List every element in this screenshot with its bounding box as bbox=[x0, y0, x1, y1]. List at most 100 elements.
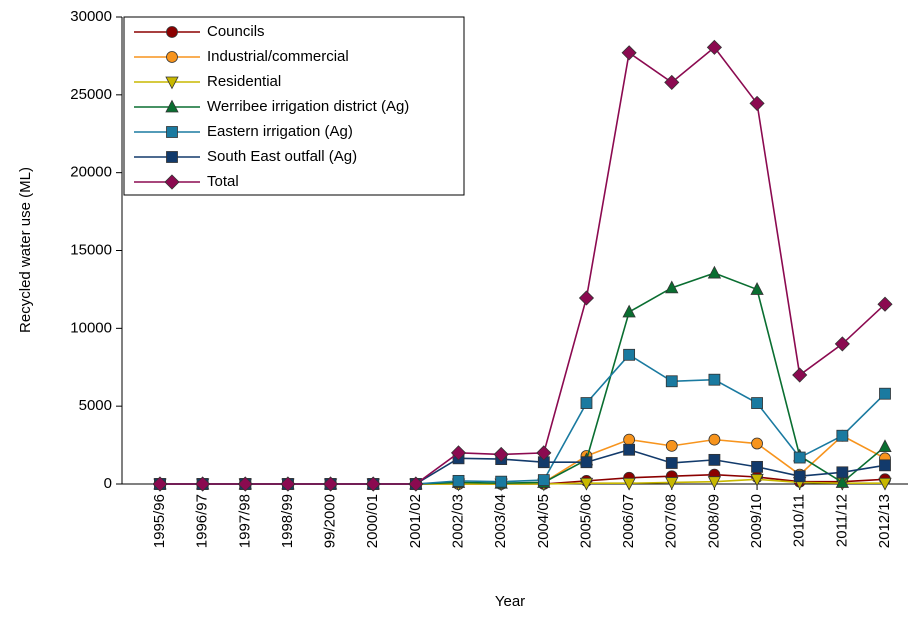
data-point bbox=[622, 304, 636, 318]
data-point bbox=[750, 282, 764, 295]
data-point bbox=[708, 373, 721, 386]
data-point bbox=[836, 466, 849, 479]
y-axis-label: Recycled water use (ML) bbox=[17, 167, 34, 333]
series bbox=[153, 265, 892, 490]
x-tick-label: 1995/96 bbox=[151, 494, 168, 548]
x-tick-label: 2007/08 bbox=[663, 494, 680, 548]
legend: Councils Industrial/commercial Residential… bbox=[123, 16, 465, 196]
data-point bbox=[450, 445, 467, 461]
data-point bbox=[879, 387, 891, 400]
data-point bbox=[665, 477, 679, 490]
legend-marker bbox=[166, 26, 178, 38]
series-line bbox=[160, 272, 886, 485]
data-point bbox=[707, 265, 722, 279]
data-point bbox=[537, 474, 550, 487]
y-tick-label: 0 bbox=[104, 475, 112, 492]
data-point bbox=[836, 429, 849, 442]
x-tick-label: 2010/11 bbox=[791, 494, 808, 547]
series bbox=[152, 39, 893, 492]
data-point bbox=[579, 477, 594, 491]
y-tick-label: 10000 bbox=[70, 319, 112, 336]
x-tick-label: 1997/98 bbox=[236, 494, 253, 548]
data-point bbox=[750, 473, 764, 487]
data-point bbox=[707, 476, 722, 490]
data-point bbox=[578, 290, 595, 306]
data-point bbox=[792, 367, 808, 383]
data-point bbox=[580, 397, 593, 409]
x-tick-label: 2008/09 bbox=[705, 494, 722, 548]
x-tick-label: 2012/13 bbox=[876, 494, 893, 548]
x-tick-label: 2000/01 bbox=[364, 494, 381, 548]
data-point bbox=[751, 460, 763, 473]
data-point bbox=[152, 476, 168, 492]
legend-marker bbox=[164, 174, 180, 190]
x-tick-label: 1996/97 bbox=[194, 494, 211, 548]
x-axis-label: Year bbox=[495, 593, 525, 610]
data-point bbox=[877, 296, 893, 312]
data-point bbox=[452, 474, 465, 487]
y-tick-label: 15000 bbox=[70, 241, 112, 258]
y-tick-label: 25000 bbox=[70, 86, 112, 103]
data-point bbox=[665, 439, 678, 452]
y-tick-label: 30000 bbox=[70, 8, 112, 25]
x-tick-label: 2011/12 bbox=[833, 494, 850, 547]
legend-marker bbox=[165, 99, 179, 113]
data-point bbox=[793, 451, 806, 464]
data-point bbox=[708, 453, 721, 466]
series-line bbox=[160, 353, 886, 485]
data-point bbox=[793, 470, 806, 483]
data-point bbox=[408, 476, 424, 492]
data-point bbox=[878, 439, 892, 453]
data-point bbox=[195, 476, 211, 492]
legend-label: Eastern irrigation (Ag) bbox=[207, 123, 353, 140]
data-point bbox=[879, 459, 891, 472]
legend-marker bbox=[166, 151, 178, 163]
legend-label: Councils bbox=[207, 23, 265, 40]
data-point bbox=[835, 475, 850, 488]
x-tick-label: 2006/07 bbox=[620, 494, 637, 548]
x-tick-label: 1998/99 bbox=[279, 494, 296, 548]
data-point bbox=[708, 433, 721, 446]
data-point bbox=[623, 443, 636, 456]
data-point bbox=[621, 45, 637, 61]
legend-label: Werribee irrigation district (Ag) bbox=[207, 98, 409, 115]
data-point bbox=[623, 433, 636, 446]
data-point bbox=[749, 95, 765, 111]
x-tick-label: 99/2000 bbox=[322, 494, 339, 548]
legend-label: South East outfall (Ag) bbox=[207, 148, 357, 165]
data-point bbox=[665, 375, 678, 388]
data-point bbox=[665, 280, 679, 294]
data-point bbox=[834, 336, 850, 352]
data-point bbox=[237, 476, 253, 492]
data-point bbox=[495, 475, 508, 488]
legend-marker bbox=[165, 76, 179, 90]
data-point bbox=[878, 477, 892, 491]
data-point bbox=[536, 445, 552, 461]
x-tick-label: 2001/02 bbox=[407, 494, 424, 548]
legend-label: Total bbox=[207, 173, 239, 190]
data-point bbox=[664, 74, 680, 90]
data-point bbox=[323, 476, 339, 492]
data-point bbox=[493, 446, 509, 462]
x-tick-label: 2003/04 bbox=[492, 494, 509, 548]
data-point bbox=[365, 476, 381, 492]
data-point bbox=[623, 348, 636, 361]
data-point bbox=[580, 456, 593, 469]
legend-label: Industrial/commercial bbox=[207, 48, 349, 65]
y-tick-label: 20000 bbox=[70, 164, 112, 181]
y-tick-label: 5000 bbox=[79, 397, 112, 414]
data-point bbox=[280, 476, 296, 492]
x-tick-label: 2004/05 bbox=[535, 494, 552, 548]
x-tick-label: 2002/03 bbox=[449, 494, 466, 548]
legend-box bbox=[123, 16, 465, 196]
legend-marker bbox=[166, 126, 178, 138]
data-point bbox=[751, 397, 763, 409]
x-tick-label: 2005/06 bbox=[577, 494, 594, 548]
legend-marker bbox=[166, 51, 178, 63]
data-point bbox=[665, 457, 678, 469]
data-point bbox=[706, 39, 722, 55]
series bbox=[154, 348, 891, 490]
data-point bbox=[622, 477, 636, 491]
legend-label: Residential bbox=[207, 73, 281, 90]
